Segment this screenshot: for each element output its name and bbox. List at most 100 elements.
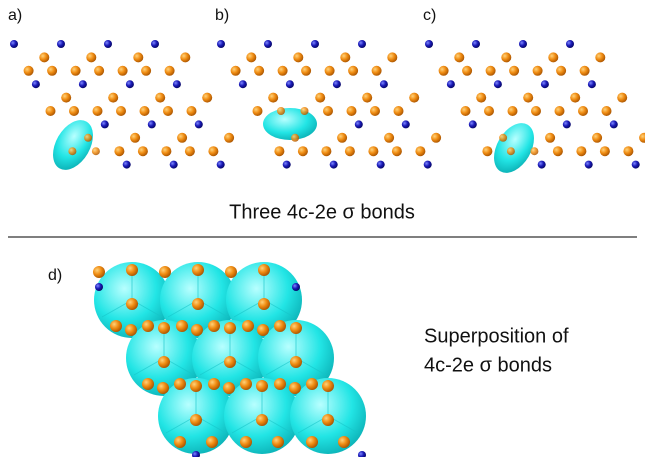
atom xyxy=(239,80,247,88)
atom xyxy=(93,106,103,116)
atom xyxy=(192,298,204,310)
atom xyxy=(126,298,138,310)
atom xyxy=(358,40,366,48)
atom xyxy=(387,52,397,62)
caption-line: 4c-2e σ bonds xyxy=(424,354,552,376)
atom xyxy=(322,380,334,392)
atom xyxy=(224,133,234,143)
atom xyxy=(224,356,236,368)
atom xyxy=(176,320,188,332)
atom xyxy=(264,40,272,48)
atom xyxy=(274,378,286,390)
atom xyxy=(472,40,480,48)
atom xyxy=(84,134,92,142)
atom xyxy=(95,283,103,291)
atom xyxy=(469,120,477,128)
atom xyxy=(578,106,588,116)
atom xyxy=(610,120,618,128)
atom xyxy=(409,93,419,103)
atom xyxy=(321,146,331,156)
atom xyxy=(10,40,18,48)
atom xyxy=(576,146,586,156)
atom xyxy=(278,66,288,76)
atom xyxy=(141,66,151,76)
atom xyxy=(501,52,511,62)
atom xyxy=(362,93,372,103)
atom xyxy=(161,146,171,156)
atom xyxy=(92,147,100,155)
atom xyxy=(79,80,87,88)
atom xyxy=(533,66,543,76)
atom xyxy=(158,356,170,368)
atom xyxy=(323,106,333,116)
atom xyxy=(545,133,555,143)
atom xyxy=(217,161,225,169)
atom xyxy=(592,133,602,143)
atom xyxy=(301,107,309,115)
atom xyxy=(231,66,241,76)
atom xyxy=(311,40,319,48)
atom xyxy=(602,106,612,116)
atom xyxy=(337,133,347,143)
bond-density xyxy=(45,113,101,177)
caption: Three 4c-2e σ bonds xyxy=(229,201,415,223)
atom xyxy=(257,324,269,336)
atom xyxy=(118,66,128,76)
atom xyxy=(538,161,546,169)
atom xyxy=(595,52,605,62)
atom xyxy=(272,436,284,448)
atom xyxy=(454,52,464,62)
atom xyxy=(187,106,197,116)
atom xyxy=(494,80,502,88)
panel-label: a) xyxy=(8,7,22,24)
atom xyxy=(110,320,122,332)
atom xyxy=(563,120,571,128)
atom xyxy=(523,93,533,103)
atom xyxy=(163,106,173,116)
atom xyxy=(482,146,492,156)
atom xyxy=(208,146,218,156)
atom xyxy=(274,320,286,332)
atom xyxy=(142,378,154,390)
atom xyxy=(208,378,220,390)
atom xyxy=(462,66,472,76)
atom xyxy=(368,146,378,156)
atom xyxy=(555,106,565,116)
atom xyxy=(142,320,154,332)
atom xyxy=(195,120,203,128)
atom xyxy=(530,147,538,155)
atom xyxy=(355,120,363,128)
panel-label: d) xyxy=(48,267,62,284)
atom xyxy=(322,414,334,426)
atom xyxy=(254,66,264,76)
atom xyxy=(174,436,186,448)
atom xyxy=(94,66,104,76)
atom xyxy=(71,66,81,76)
atom xyxy=(159,266,171,278)
atom xyxy=(476,93,486,103)
atom xyxy=(402,120,410,128)
atom xyxy=(570,93,580,103)
atom xyxy=(202,93,212,103)
atom xyxy=(123,161,131,169)
atom xyxy=(486,66,496,76)
atom xyxy=(225,266,237,278)
atom xyxy=(519,40,527,48)
atom xyxy=(632,161,640,169)
figure: a) b) c) Three 4c-2e σ bonds d) Superpos… xyxy=(0,0,645,457)
atom xyxy=(174,378,186,390)
atom xyxy=(224,322,236,334)
atom xyxy=(192,264,204,276)
atom xyxy=(617,93,627,103)
atom xyxy=(57,40,65,48)
atom xyxy=(101,120,109,128)
atom xyxy=(415,146,425,156)
atom xyxy=(114,146,124,156)
atom xyxy=(484,106,494,116)
atom xyxy=(206,436,218,448)
atom xyxy=(126,264,138,276)
atom xyxy=(217,40,225,48)
atom xyxy=(125,324,137,336)
atom xyxy=(425,40,433,48)
atom xyxy=(130,133,140,143)
